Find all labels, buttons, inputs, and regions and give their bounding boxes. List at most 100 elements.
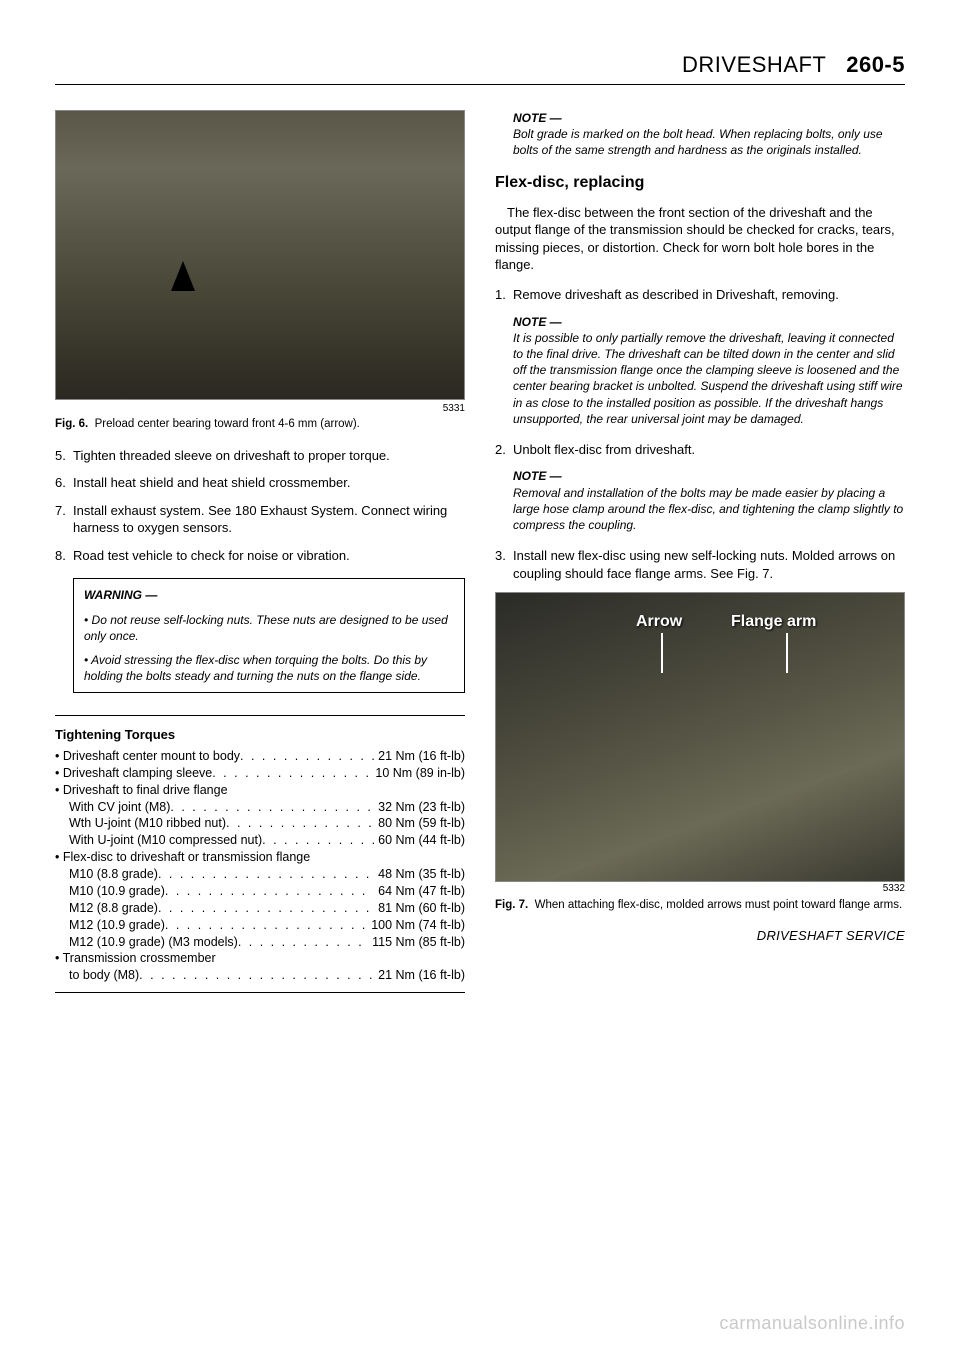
note-1-title: NOTE — [513, 110, 905, 126]
header-rule [55, 84, 905, 85]
step-text: Tighten threaded sleeve on driveshaft to… [73, 447, 465, 465]
step-text: Remove driveshaft as described in Drives… [513, 286, 905, 304]
right-step-3: 3. Install new flex-disc using new self-… [495, 547, 905, 582]
torque-row: • Flex-disc to driveshaft or transmissio… [55, 849, 465, 866]
torque-dots [262, 832, 374, 849]
torque-label: With CV joint (M8) [69, 799, 170, 816]
torque-dots [212, 765, 371, 782]
torque-value: 115 Nm (85 ft-lb) [368, 934, 465, 951]
fig7-arrow-label: Arrow [636, 611, 682, 633]
fig7-pointer-icon [661, 633, 663, 673]
figure-6-caption: Fig. 6. Preload center bearing toward fr… [55, 417, 465, 433]
torque-value: 100 Nm (74 ft-lb) [367, 917, 465, 934]
torques-title: Tightening Torques [55, 726, 465, 744]
torque-value: 80 Nm (59 ft-lb) [374, 815, 465, 832]
torque-label: • Transmission crossmember [55, 950, 216, 967]
figure-7-image: Arrow Flange arm [495, 592, 905, 882]
note-1: NOTE — Bolt grade is marked on the bolt … [513, 110, 905, 159]
torque-row: Wth U-joint (M10 ribbed nut) 80 Nm (59 ft… [55, 815, 465, 832]
torque-dots [226, 815, 374, 832]
fig7-pointer-icon [786, 633, 788, 673]
torque-rule-bottom [55, 992, 465, 993]
torque-value: 60 Nm (44 ft-lb) [374, 832, 465, 849]
step-text: Install exhaust system. See 180 Exhaust … [73, 502, 465, 537]
torque-label: • Driveshaft clamping sleeve [55, 765, 212, 782]
torque-dots [139, 967, 374, 984]
torque-row: M10 (10.9 grade) 64 Nm (47 ft-lb) [55, 883, 465, 900]
left-step: 7.Install exhaust system. See 180 Exhaus… [55, 502, 465, 537]
torque-dots [165, 883, 374, 900]
step-text: Road test vehicle to check for noise or … [73, 547, 465, 565]
torque-label: • Driveshaft center mount to body [55, 748, 240, 765]
figure-6-arrow-icon [171, 261, 195, 291]
right-step-2: 2. Unbolt flex-disc from driveshaft. [495, 441, 905, 459]
torque-rule-top [55, 715, 465, 716]
torque-value: 32 Nm (23 ft-lb) [374, 799, 465, 816]
figure-6-label: Fig. 6. [55, 418, 88, 430]
step-number: 5. [55, 447, 73, 465]
torque-row: M12 (8.8 grade) 81 Nm (60 ft-lb) [55, 900, 465, 917]
note-2-title: NOTE — [513, 314, 905, 330]
left-steps: 5.Tighten threaded sleeve on driveshaft … [55, 447, 465, 565]
torque-row: With U-joint (M10 compressed nut) 60 Nm (… [55, 832, 465, 849]
torque-value: 21 Nm (16 ft-lb) [374, 748, 465, 765]
torque-row: • Driveshaft center mount to body 21 Nm (… [55, 748, 465, 765]
figure-6-number: 5331 [55, 402, 465, 416]
torque-row: to body (M8)21 Nm (16 ft-lb) [55, 967, 465, 984]
note-2-body: It is possible to only partially remove … [513, 330, 905, 427]
torque-label: M12 (10.9 grade) [69, 917, 165, 934]
warning-bullet-2: • Avoid stressing the flex-disc when tor… [84, 652, 454, 684]
footer-section-label: DRIVESHAFT SERVICE [495, 927, 905, 945]
note-1-body: Bolt grade is marked on the bolt head. W… [513, 126, 905, 158]
step-text: Unbolt flex-disc from driveshaft. [513, 441, 905, 459]
torque-dots [170, 799, 374, 816]
torque-row: M12 (10.9 grade) 100 Nm (74 ft-lb) [55, 917, 465, 934]
figure-7-caption: Fig. 7. When attaching flex-disc, molded… [495, 898, 905, 914]
step-number: 1. [495, 286, 513, 304]
figure-7-number: 5332 [495, 882, 905, 896]
step-text: Install new flex-disc using new self-loc… [513, 547, 905, 582]
intro-paragraph: The flex-disc between the front section … [495, 204, 905, 274]
torque-label: M12 (8.8 grade) [69, 900, 158, 917]
right-column: NOTE — Bolt grade is marked on the bolt … [495, 110, 905, 1003]
torque-dots [165, 917, 367, 934]
figure-7-text: When attaching flex-disc, molded arrows … [535, 899, 903, 911]
note-3: NOTE — Removal and installation of the b… [513, 468, 905, 533]
right-step-1: 1. Remove driveshaft as described in Dri… [495, 286, 905, 304]
torque-label: • Flex-disc to driveshaft or transmissio… [55, 849, 310, 866]
left-step: 8.Road test vehicle to check for noise o… [55, 547, 465, 565]
figure-6-image [55, 110, 465, 400]
warning-bullet-1: • Do not reuse self-locking nuts. These … [84, 612, 454, 644]
torque-dots [158, 866, 374, 883]
left-column: 5331 Fig. 6. Preload center bearing towa… [55, 110, 465, 1003]
step-number: 3. [495, 547, 513, 582]
header-title: DRIVESHAFT [682, 52, 826, 77]
torque-label: With U-joint (M10 compressed nut) [69, 832, 262, 849]
step-text: Install heat shield and heat shield cros… [73, 474, 465, 492]
left-step: 5.Tighten threaded sleeve on driveshaft … [55, 447, 465, 465]
note-2: NOTE — It is possible to only partially … [513, 314, 905, 427]
torque-value: 10 Nm (89 in-lb) [371, 765, 465, 782]
step-number: 2. [495, 441, 513, 459]
step-number: 7. [55, 502, 73, 537]
step-number: 8. [55, 547, 73, 565]
watermark: carmanualsonline.info [719, 1311, 905, 1335]
torque-row: • Transmission crossmember [55, 950, 465, 967]
torque-dots [238, 934, 368, 951]
torque-dots [240, 748, 374, 765]
figure-7-label: Fig. 7. [495, 899, 528, 911]
fig7-flange-label: Flange arm [731, 611, 816, 633]
step-number: 6. [55, 474, 73, 492]
torque-label: Wth U-joint (M10 ribbed nut) [69, 815, 226, 832]
torque-label: • Driveshaft to final drive flange [55, 782, 228, 799]
torque-value: 81 Nm (60 ft-lb) [374, 900, 465, 917]
torque-row: • Driveshaft to final drive flange [55, 782, 465, 799]
section-heading: Flex-disc, replacing [495, 172, 905, 194]
torque-label: M12 (10.9 grade) (M3 models) [69, 934, 238, 951]
left-step: 6.Install heat shield and heat shield cr… [55, 474, 465, 492]
torque-value: 64 Nm (47 ft-lb) [374, 883, 465, 900]
torque-label: M10 (10.9 grade) [69, 883, 165, 900]
note-3-title: NOTE — [513, 468, 905, 484]
header-page: 260-5 [846, 52, 905, 77]
torque-row: M12 (10.9 grade) (M3 models) 115 Nm (85 f… [55, 934, 465, 951]
